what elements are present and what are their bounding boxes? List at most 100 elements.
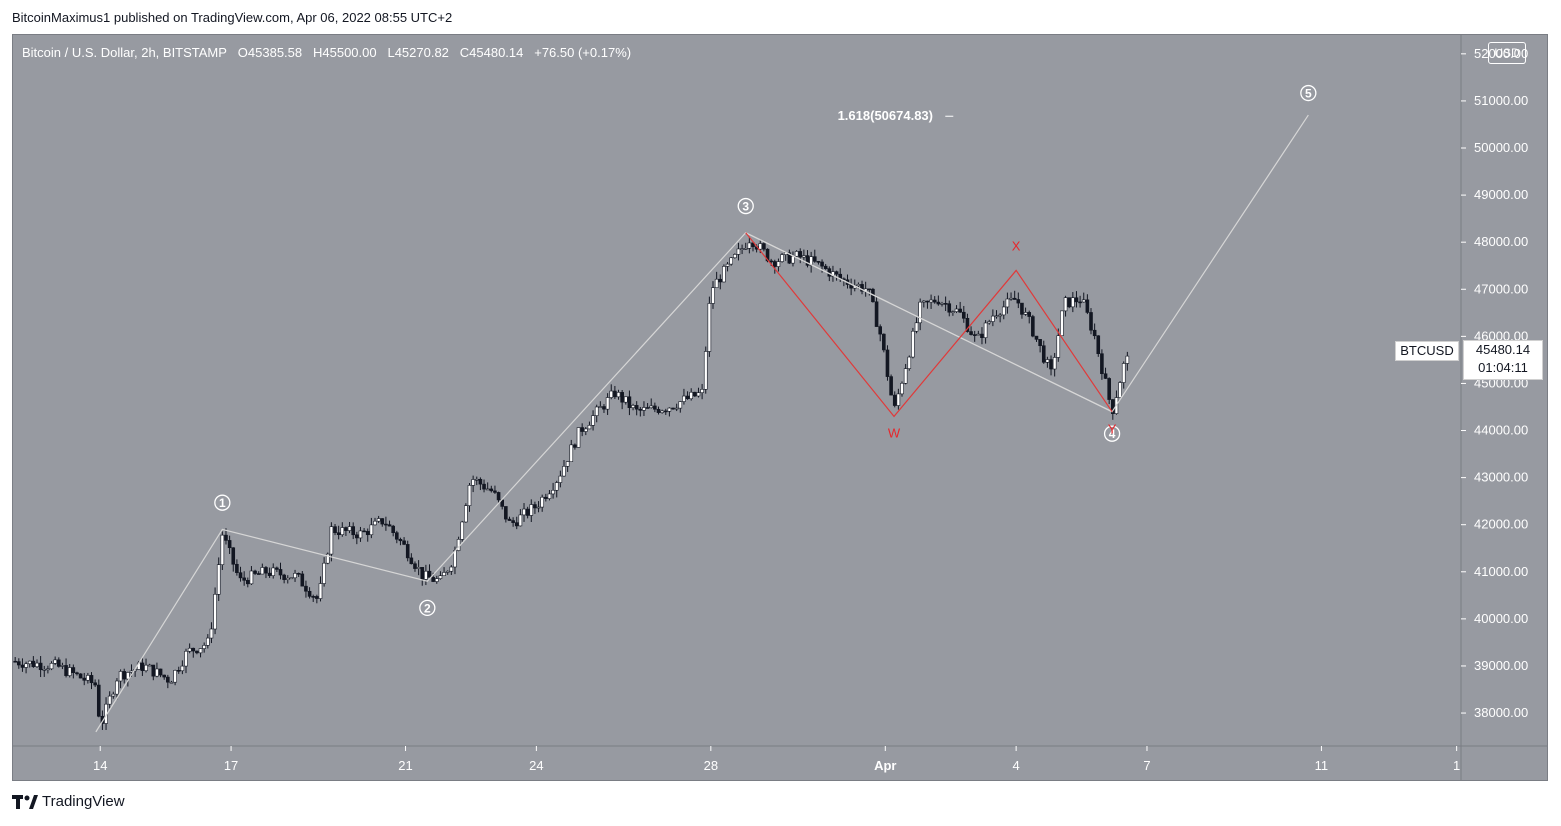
candle-body (914, 322, 919, 332)
wave-label-circle (419, 599, 436, 617)
footer-brand[interactable]: TradingView (12, 793, 125, 810)
candle-body (1085, 299, 1090, 313)
x-tick-label: 4 (1013, 758, 1020, 773)
high-value: 45500.00 (322, 45, 377, 60)
candle-body (929, 299, 933, 303)
candle-body (522, 508, 526, 516)
candle-body (736, 248, 741, 255)
candle-body (623, 396, 628, 403)
candle-body (1103, 373, 1108, 379)
candle-body (911, 330, 915, 358)
candle-body (31, 660, 36, 667)
candle-body (700, 389, 704, 393)
tradingview-logo-icon (12, 794, 38, 809)
candle-body (631, 405, 635, 408)
candle-body (954, 308, 959, 312)
candle-body (191, 647, 196, 652)
candle-body (1078, 301, 1082, 304)
footer-brand-label: TradingView (42, 793, 125, 810)
candle-body (602, 406, 606, 410)
candle-body (1060, 310, 1064, 336)
candle-body (35, 662, 39, 667)
candle-body (1009, 297, 1013, 300)
wxy-correction-line (745, 232, 1113, 418)
y-tick-label: 39000.00 (1474, 658, 1528, 673)
close-value: 45480.14 (469, 45, 524, 60)
candle-body (627, 396, 632, 408)
candle-body (56, 659, 61, 667)
candle-body (598, 406, 603, 408)
x-tick-label: 7 (1143, 758, 1150, 773)
x-tick-label: Apr (874, 758, 896, 773)
candle-body (216, 564, 221, 595)
candle-body (180, 665, 185, 672)
symbol-tag: BTCUSD (1395, 341, 1459, 361)
candle-body (1071, 297, 1075, 308)
candle-body (765, 248, 770, 262)
candle-body (395, 532, 399, 540)
candle-body (256, 573, 261, 575)
symbol-name[interactable]: Bitcoin / U.S. Dollar, 2h, BITSTAMP (22, 45, 227, 60)
candle-body (951, 311, 955, 313)
candle-body (176, 670, 181, 672)
candle-body (925, 300, 930, 303)
candle-body (38, 662, 43, 671)
currency-badge[interactable]: USD (1488, 42, 1526, 64)
candle-body (46, 668, 50, 671)
candle-body (416, 567, 421, 569)
candle-body (562, 466, 566, 477)
candle-body (1012, 297, 1017, 300)
candle-body (322, 562, 326, 584)
candle-body (689, 391, 694, 400)
candle-body (227, 540, 232, 549)
candle-body (485, 488, 490, 491)
x-tick-label: 14 (93, 758, 107, 773)
y-tick-label: 42000.00 (1474, 517, 1528, 532)
wave-labels-layer: 1 2 3 4 5 W X Y 1.618(50674.83) (214, 84, 1317, 617)
candle-body (551, 489, 555, 495)
candle-body (1045, 359, 1050, 363)
y-tick-label: 47000.00 (1474, 281, 1528, 296)
candle-body (71, 667, 76, 674)
candle-body (60, 665, 65, 667)
candle-body (751, 242, 755, 247)
candle-body (569, 444, 574, 462)
candle-body (358, 530, 363, 539)
candle-body (206, 637, 210, 646)
candle-body (936, 301, 941, 305)
candle-body (496, 492, 501, 501)
y-tick-label: 46000.00 (1474, 328, 1528, 343)
candle-body (304, 585, 308, 592)
candle-body (347, 526, 352, 531)
wave4-channel-line (745, 232, 1113, 413)
candle-body (162, 674, 166, 678)
candle-body (747, 242, 752, 249)
chart-frame[interactable] (12, 34, 1548, 781)
candle-body (89, 675, 94, 684)
candle-body (387, 524, 392, 527)
candle-body (547, 493, 552, 499)
candle-body (474, 478, 479, 481)
candle-body (1049, 359, 1053, 370)
candle-body (580, 427, 584, 432)
candle-body (671, 407, 675, 410)
candle-body (609, 390, 614, 398)
candle-body (1096, 335, 1101, 355)
candle-body (1016, 299, 1021, 304)
candle-body (656, 408, 661, 413)
wave-label-circle (1300, 84, 1317, 102)
candle-body (431, 577, 435, 582)
candle-body (111, 693, 116, 697)
candle-body (115, 680, 119, 695)
last-price-tag: 45480.14 01:04:11 (1463, 340, 1543, 380)
candle-body (573, 444, 577, 448)
bar-countdown: 01:04:11 (1478, 360, 1528, 375)
candle-body (605, 397, 610, 410)
wave-label-circle (1103, 425, 1121, 442)
wave-label-number: 4 (1109, 427, 1116, 441)
candle-body (202, 645, 206, 649)
candle-body (420, 567, 425, 580)
candle-body (278, 569, 283, 576)
candle-body (380, 518, 385, 525)
